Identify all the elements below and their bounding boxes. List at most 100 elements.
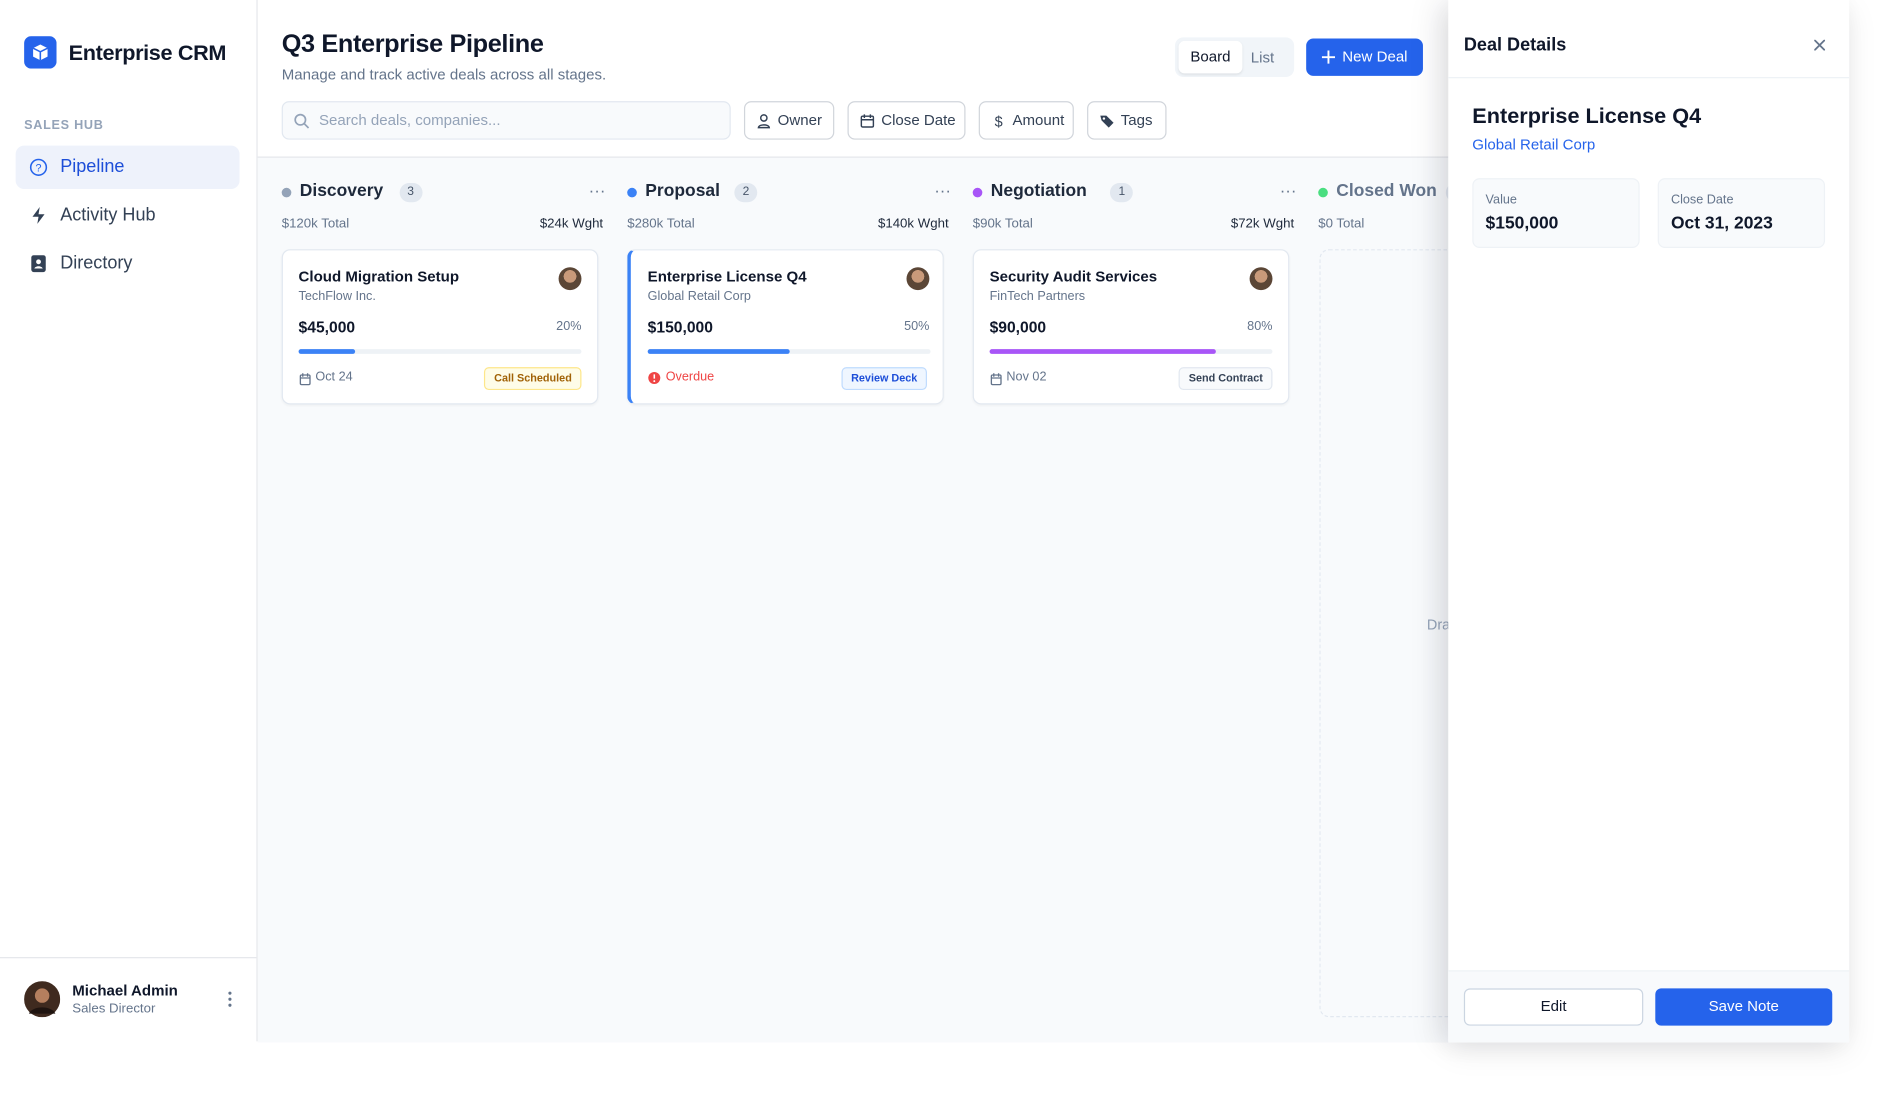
toggle-board[interactable]: Board <box>1178 40 1243 74</box>
filter-button[interactable]: Tags <box>1087 101 1167 140</box>
owner-avatar <box>1249 267 1273 291</box>
filter-label: Amount <box>1012 111 1065 129</box>
stage-total: $120k Total <box>281 216 350 232</box>
deal-tag[interactable]: Review Deck <box>841 367 927 391</box>
stage-count: 3 <box>399 182 423 203</box>
deal-company: TechFlow Inc. <box>298 288 376 304</box>
icon <box>990 373 1002 386</box>
deal-date: Oct 24 <box>315 369 353 385</box>
stage-name: Negotiation <box>990 181 1087 202</box>
stage-dot <box>1318 187 1328 198</box>
panel-footer: Edit Save Note <box>1448 970 1850 1043</box>
toggle-list[interactable]: List <box>1250 49 1275 67</box>
stage-dot <box>281 187 292 198</box>
nav-label: Pipeline <box>60 156 125 177</box>
stage-total: $280k Total <box>627 216 695 232</box>
nav-item[interactable]: Directory <box>16 242 240 285</box>
stage-menu[interactable]: ··· <box>1279 180 1297 200</box>
stage-menu[interactable]: ··· <box>934 180 952 200</box>
search-placeholder: Search deals, companies... <box>319 111 501 129</box>
user-role: Sales Director <box>72 1001 156 1017</box>
filter-button[interactable]: Close Date <box>847 101 966 140</box>
deal-card[interactable]: Cloud Migration Setup TechFlow Inc. $45,00… <box>281 249 599 405</box>
deal-probability: 80% <box>1247 319 1273 334</box>
stage-weighted: $72k Wght <box>1230 216 1295 232</box>
stage-total: $90k Total <box>972 216 1033 232</box>
filter-label: Close Date <box>881 111 956 129</box>
save-button[interactable]: Save Note <box>1655 988 1833 1026</box>
filter-button[interactable]: $ Amount <box>978 101 1074 140</box>
deal-company: Global Retail Corp <box>647 288 751 304</box>
icon <box>648 371 661 385</box>
deal-title: Security Audit Services <box>989 268 1158 286</box>
field-value: Oct 31, 2023 <box>1670 214 1773 234</box>
deal-probability: 20% <box>556 319 582 334</box>
stage-menu[interactable]: ··· <box>588 180 606 200</box>
deal-company: FinTech Partners <box>989 288 1086 304</box>
deal-title: Enterprise License Q4 <box>647 268 807 286</box>
progress-bar <box>989 349 1216 354</box>
page-title: Q3 Enterprise Pipeline <box>281 30 544 58</box>
stage-weighted: $140k Wght <box>877 216 949 232</box>
avatar <box>24 981 61 1018</box>
page-subtitle: Manage and track active deals across all… <box>281 66 607 84</box>
new-deal-label: New Deal <box>1342 48 1408 66</box>
nav-section: SALES HUB <box>24 117 104 133</box>
field: Value $150,000 <box>1472 178 1640 248</box>
filter-label: Owner <box>777 111 823 129</box>
stage-count: 1 <box>1110 182 1134 203</box>
deal-amount: $90,000 <box>989 317 1047 336</box>
owner-avatar <box>906 267 930 291</box>
field: Close Date Oct 31, 2023 <box>1657 178 1826 248</box>
icon <box>757 114 771 129</box>
owner-avatar <box>558 267 582 291</box>
deal-amount: $45,000 <box>298 317 356 336</box>
stage-weighted: $24k Wght <box>539 216 604 232</box>
icon: $ <box>995 114 1003 128</box>
app-name: Enterprise CRM <box>68 40 227 66</box>
stage-name: Discovery <box>299 181 384 202</box>
view-toggle: Board List <box>1174 37 1295 78</box>
svg-text:$: $ <box>995 114 1003 128</box>
svg-text:?: ? <box>36 163 42 175</box>
logo <box>24 36 57 69</box>
deal-probability: 50% <box>904 319 930 334</box>
progress-track <box>647 349 931 354</box>
stage-dot <box>972 187 983 198</box>
close-button[interactable] <box>1814 39 1826 51</box>
progress-bar <box>647 349 790 354</box>
deal-company[interactable]: Global Retail Corp <box>1472 136 1596 153</box>
stage-name: Proposal <box>645 181 720 202</box>
icon <box>1100 115 1114 128</box>
deal-tag[interactable]: Send Contract <box>1179 367 1273 391</box>
edit-button[interactable]: Edit <box>1463 988 1644 1026</box>
search[interactable]: Search deals, companies... <box>281 101 731 140</box>
progress-track <box>989 349 1273 354</box>
deal-date: Nov 02 <box>1006 369 1047 385</box>
divider <box>0 957 257 959</box>
deal-panel: Deal Details Enterprise License Q4 Globa… <box>1448 0 1850 1043</box>
filter-button[interactable]: Owner <box>743 101 835 140</box>
user-menu[interactable] <box>225 991 235 1008</box>
progress-bar <box>298 349 356 354</box>
icon <box>860 114 875 128</box>
user-name: Michael Admin <box>72 982 178 1000</box>
nav-item[interactable]: ? Pipeline <box>15 145 240 190</box>
nav-item[interactable]: Activity Hub <box>16 194 240 237</box>
deal-title: Cloud Migration Setup <box>298 268 460 286</box>
deal-tag[interactable]: Call Scheduled <box>484 367 582 391</box>
nav-label: Activity Hub <box>60 204 156 226</box>
deal-title: Enterprise License Q4 <box>1472 103 1702 128</box>
nav-label: Directory <box>60 252 133 274</box>
deal-status: Overdue <box>665 369 715 385</box>
deal-card[interactable]: Enterprise License Q4 Global Retail Corp $… <box>627 249 944 405</box>
stage-name: Closed Won <box>1336 181 1437 202</box>
stage-count: 2 <box>734 182 758 203</box>
deal-card[interactable]: Security Audit Services FinTech Partners $… <box>972 249 1290 405</box>
sidebar: Enterprise CRM SALES HUB ? Pipeline Activ… <box>0 0 258 1042</box>
divider <box>1448 77 1850 79</box>
field-value: $150,000 <box>1485 214 1559 234</box>
new-deal-button[interactable]: New Deal <box>1306 38 1423 76</box>
